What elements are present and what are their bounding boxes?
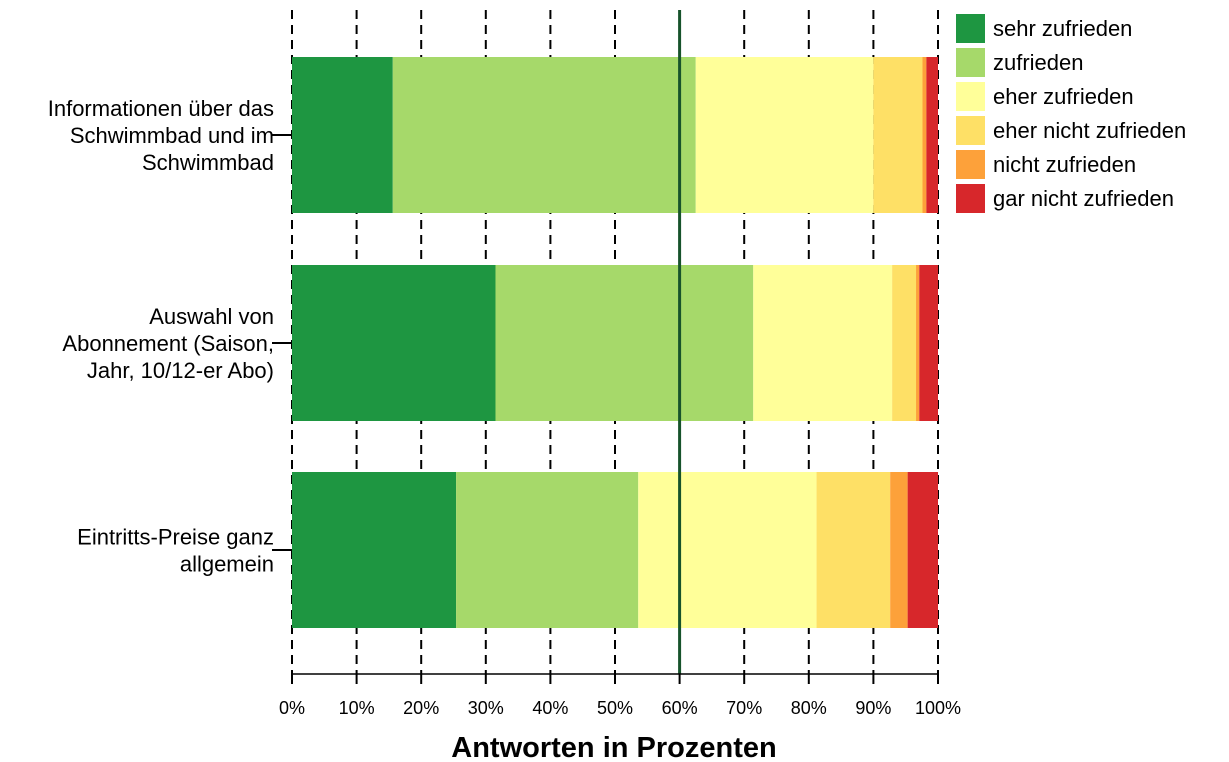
x-tick-label: 90% <box>855 698 891 718</box>
x-tick-label: 10% <box>339 698 375 718</box>
legend-swatch <box>956 150 985 179</box>
legend-label: zufrieden <box>993 50 1084 75</box>
bar-segment <box>292 472 457 628</box>
bar-segment <box>907 472 938 628</box>
x-tick-label: 30% <box>468 698 504 718</box>
x-tick-label: 20% <box>403 698 439 718</box>
x-tick-label: 0% <box>279 698 305 718</box>
bar-segment <box>922 57 927 213</box>
legend-label: eher nicht zufrieden <box>993 118 1186 143</box>
legend: sehr zufrieden zufrieden eher zufrieden ehe… <box>956 14 1186 213</box>
legend-swatch <box>956 82 985 111</box>
bar-segment <box>292 265 496 421</box>
bar-segment <box>919 265 938 421</box>
legend-swatch <box>956 116 985 145</box>
category-label: Schwimmbad und im <box>70 123 274 148</box>
x-tick-label: 70% <box>726 698 762 718</box>
bar-segment <box>873 57 923 213</box>
legend-label: gar nicht zufrieden <box>993 186 1174 211</box>
bar-segment <box>926 57 938 213</box>
category-label: allgemein <box>180 552 274 577</box>
bar-segment <box>695 57 874 213</box>
category-label: Informationen über das <box>48 96 274 121</box>
category-label: Eintritts-Preise ganz <box>77 525 274 550</box>
bars <box>292 57 938 628</box>
x-axis-title: Antworten in Prozenten <box>451 732 776 762</box>
axes: 0% 10% 20% 30% 40% 50% 60% 70% 80% 90% 100% Informa… <box>48 10 961 718</box>
category-label: Jahr, 10/12-er Abo) <box>87 358 274 383</box>
bar-segment <box>495 265 754 421</box>
x-tick-label: 50% <box>597 698 633 718</box>
legend-label: nicht zufrieden <box>993 152 1136 177</box>
bar-segment <box>816 472 891 628</box>
bar-segment <box>916 265 920 421</box>
category-label: Abonnement (Saison, <box>62 331 274 356</box>
x-tick-label: 40% <box>532 698 568 718</box>
bar-segment <box>753 265 893 421</box>
legend-label: sehr zufrieden <box>993 16 1132 41</box>
legend-swatch <box>956 48 985 77</box>
bar-segment <box>392 57 696 213</box>
x-tick-label: 80% <box>791 698 827 718</box>
x-tick-label: 100% <box>915 698 961 718</box>
legend-swatch <box>956 14 985 43</box>
bar-segment <box>638 472 817 628</box>
category-label: Schwimmbad <box>142 150 274 175</box>
x-tick-label: 60% <box>662 698 698 718</box>
bar-segment <box>892 265 917 421</box>
bar-segment <box>456 472 639 628</box>
bar-segment <box>292 57 393 213</box>
category-label: Auswahl von <box>149 304 274 329</box>
legend-label: eher zufrieden <box>993 84 1134 109</box>
legend-swatch <box>956 184 985 213</box>
bar-segment <box>890 472 908 628</box>
